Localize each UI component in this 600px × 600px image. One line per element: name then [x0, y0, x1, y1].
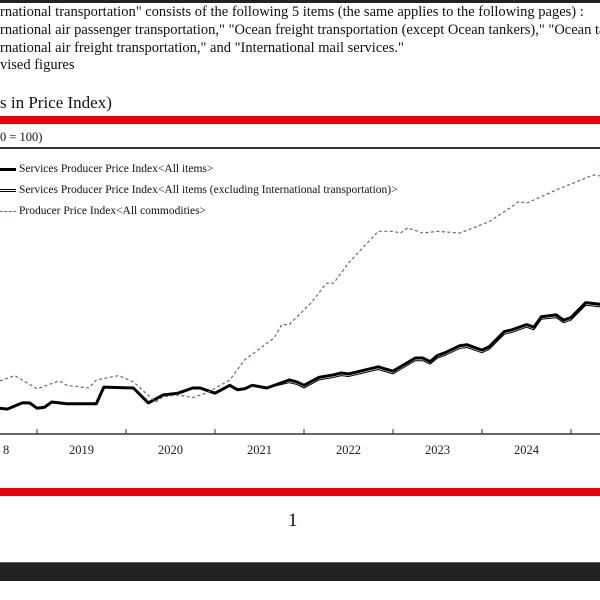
legend-swatch-thick — [0, 167, 16, 171]
x-tick-label: 2021 — [247, 443, 272, 457]
top-red-rule — [0, 116, 600, 124]
legend-label: Services Producer Price Index<All items … — [19, 184, 398, 196]
page-number: 1 — [288, 510, 298, 531]
x-tick-label: 2022 — [336, 443, 361, 457]
x-tick-label: 8 — [3, 443, 9, 457]
window-top-edge — [0, 0, 600, 3]
x-tick-label: 2023 — [425, 443, 450, 457]
note-line-4: vised figures — [0, 57, 75, 73]
x-tick-label: 2020 — [158, 443, 183, 457]
chart-frame-top — [0, 147, 600, 149]
note-line-1: rnational transportation" consists of th… — [0, 4, 584, 20]
base-year-note: 0 = 100) — [0, 130, 43, 144]
series-line-ppi-all-commodities — [0, 174, 600, 403]
legend-item-ppi: Producer Price Index<All commodities> — [0, 205, 206, 217]
x-tick-label: 2024 — [514, 443, 540, 457]
legend-label: Services Producer Price Index<All items> — [19, 163, 214, 175]
legend-item-sppi-excl: Services Producer Price Index<All items … — [0, 184, 398, 196]
legend-label: Producer Price Index<All commodities> — [19, 205, 207, 217]
section-heading: s in Price Index) — [0, 93, 112, 112]
viewer-bottom-bar — [0, 562, 600, 581]
note-line-3: rnational air freight transportation," a… — [0, 40, 404, 56]
x-tick-label: 2019 — [69, 443, 94, 457]
series-line-sppi-all-items — [0, 301, 600, 411]
legend-item-sppi-all: Services Producer Price Index<All items> — [0, 163, 213, 175]
bottom-red-rule — [0, 488, 600, 496]
legend-swatch-thin — [0, 188, 16, 192]
series-line-sppi-excl-international — [0, 304, 600, 410]
note-line-2: rnational air passenger transportation,"… — [0, 22, 600, 38]
legend-swatch-dashed — [0, 210, 16, 212]
